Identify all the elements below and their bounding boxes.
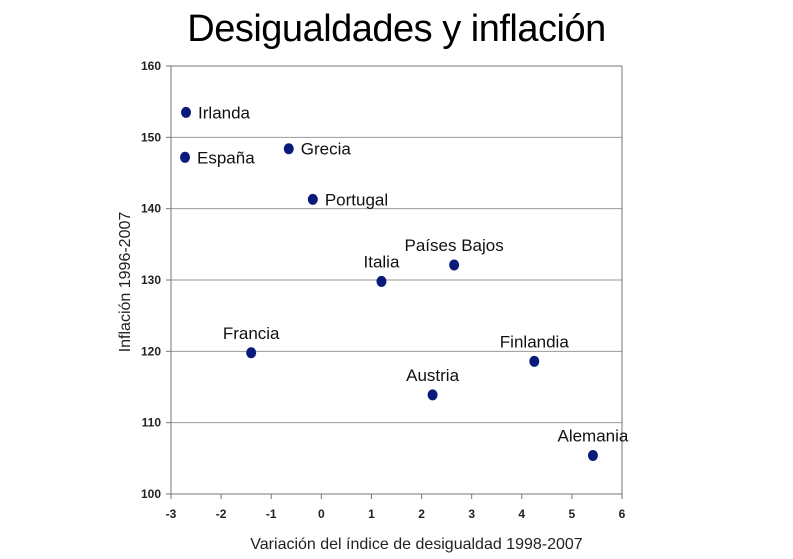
x-tick-label: 5 [569, 507, 576, 521]
point-label: España [197, 148, 255, 167]
x-tick-label: -1 [266, 507, 277, 521]
point-label: Alemania [557, 426, 628, 445]
point-label: Francia [223, 324, 280, 343]
y-axis-title: Inflación 1996-2007 [117, 212, 134, 353]
x-tick-label: 2 [418, 507, 425, 521]
x-tick-label: -3 [166, 507, 177, 521]
y-tick-label: 130 [141, 273, 161, 287]
data-point [307, 193, 318, 205]
x-tick-label: 4 [518, 507, 525, 521]
point-label: Austria [406, 366, 459, 385]
data-point [376, 275, 387, 287]
data-point [449, 259, 460, 271]
data-point [246, 347, 257, 359]
axis-ticks: 100 110 120 130 140 150 160 -3 -2 -1 0 1 2 3 4 5 6 [141, 59, 626, 521]
grid-lines [171, 136, 622, 424]
x-tick-label: 0 [318, 507, 325, 521]
point-label: Italia [364, 252, 400, 271]
x-tick-label: 3 [468, 507, 475, 521]
point-label: Irlanda [198, 103, 251, 122]
x-axis-title: Variación del índice de desigualdad 1998… [250, 536, 583, 553]
point-label: Portugal [325, 190, 388, 209]
data-point [529, 355, 540, 367]
y-tick-label: 160 [141, 59, 161, 73]
data-point [427, 389, 438, 401]
point-label: Finlandia [500, 332, 570, 351]
point-label: Grecia [301, 140, 352, 159]
y-tick-label: 140 [141, 202, 161, 216]
y-tick-label: 150 [141, 130, 161, 144]
data-point [283, 143, 294, 155]
y-tick-label: 100 [141, 487, 161, 501]
chart-title: Desigualdades y inflación [187, 8, 606, 50]
data-points: Irlanda España Grecia Portugal Italia Países … [180, 103, 629, 461]
x-tick-label: 1 [368, 507, 375, 521]
point-label: Países Bajos [405, 236, 504, 255]
data-point [181, 106, 192, 118]
x-tick-label: 6 [619, 507, 626, 521]
y-tick-label: 110 [142, 416, 162, 430]
data-point [180, 151, 191, 163]
data-point [587, 449, 598, 461]
x-tick-label: -2 [216, 507, 227, 521]
y-tick-label: 120 [141, 344, 161, 358]
